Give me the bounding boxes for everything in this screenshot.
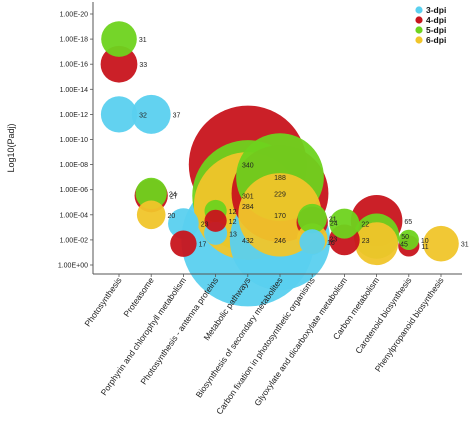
bubble-3-dpi bbox=[100, 96, 138, 133]
x-tick-label: Photosynthesis bbox=[82, 275, 123, 328]
bubble-label: 432 bbox=[242, 238, 254, 245]
bubble-label: 32 bbox=[139, 112, 147, 119]
bubble-label: 246 bbox=[274, 238, 286, 245]
y-tick-label: 1.00E-14 bbox=[60, 87, 89, 94]
bubble-label: 24 bbox=[330, 220, 338, 227]
y-tick-label: 1.00E+00 bbox=[58, 263, 88, 270]
bubble-5-dpi bbox=[297, 203, 327, 234]
bubble-label: 21 bbox=[329, 217, 337, 224]
x-tick-label: Phenylpropanoid biosynthesis bbox=[373, 275, 446, 373]
bubble-3-dpi bbox=[131, 94, 171, 134]
bubble-3-dpi bbox=[299, 229, 326, 255]
bubble-label: 22 bbox=[361, 222, 369, 229]
bubble-6-dpi bbox=[136, 200, 166, 230]
bubble-label: 13 bbox=[229, 231, 237, 238]
bubble-6-dpi bbox=[355, 222, 399, 266]
bubble-label: 27 bbox=[170, 194, 178, 201]
bubble-label: 37 bbox=[173, 112, 181, 119]
bubble-4-dpi bbox=[204, 209, 227, 232]
y-axis-ticks: 1.00E-20 1.00E-18 1.00E-16 1.00E-14 1.00E-12… bbox=[58, 12, 93, 270]
y-tick-label: 1.00E-06 bbox=[60, 187, 89, 194]
bubble-label: 170 bbox=[274, 213, 286, 220]
x-tick-label: Proteasome bbox=[121, 275, 156, 318]
bubble-5-dpi bbox=[329, 208, 360, 239]
bubble-label: 229 bbox=[274, 191, 286, 198]
bubble-4-dpi bbox=[170, 230, 197, 257]
bubble-label: 340 bbox=[242, 163, 254, 170]
bubble-label: 23 bbox=[330, 237, 338, 244]
bubble-label: 65 bbox=[404, 219, 412, 226]
y-tick-label: 1.00E-12 bbox=[60, 112, 89, 119]
legend-label: 5-dpi bbox=[426, 25, 446, 35]
bubble-label: 31 bbox=[139, 37, 147, 44]
legend-label: 4-dpi bbox=[426, 15, 446, 25]
bubble-label: 45 bbox=[400, 242, 408, 249]
bubble-5-dpi bbox=[101, 21, 137, 57]
y-tick-label: 1.00E-16 bbox=[60, 62, 89, 69]
bubble-label: 12 bbox=[229, 219, 237, 226]
bubble-label: 16 bbox=[327, 240, 335, 247]
bubble-label: 31 bbox=[461, 242, 469, 249]
legend-swatch bbox=[415, 26, 423, 34]
y-tick-label: 1.00E-08 bbox=[60, 162, 89, 169]
bubble-label: 11 bbox=[421, 244, 428, 251]
y-axis-label: Log10(Padj) bbox=[6, 123, 16, 172]
bubble-label: 33 bbox=[139, 62, 147, 69]
legend-swatch bbox=[415, 16, 423, 24]
bubble-label: 12 bbox=[229, 209, 237, 216]
bubble-label: 23 bbox=[362, 238, 370, 245]
legend-swatch bbox=[415, 36, 423, 44]
bubble-label: 23 bbox=[201, 222, 209, 229]
bubble-label: 10 bbox=[421, 238, 429, 245]
bubble-label: 284 bbox=[242, 204, 254, 211]
x-tick-label: Carotenoid biosynthesis bbox=[353, 275, 413, 355]
bubble-layer bbox=[100, 21, 459, 307]
legend-label: 6-dpi bbox=[426, 35, 446, 45]
bubble-5-dpi bbox=[135, 177, 167, 210]
y-tick-label: 1.00E-18 bbox=[60, 37, 89, 44]
bubble-label: 50 bbox=[401, 234, 409, 241]
bubble-label: 301 bbox=[242, 194, 254, 201]
bubble-label: 20 bbox=[168, 213, 176, 220]
legend-label: 3-dpi bbox=[426, 5, 446, 15]
bubble-4-dpi bbox=[100, 45, 138, 83]
bubble-3-dpi bbox=[168, 208, 199, 239]
bubble-label: 188 bbox=[274, 175, 286, 182]
axes bbox=[92, 2, 462, 275]
y-tick-label: 1.00E-02 bbox=[60, 237, 89, 244]
bubble-label: 17 bbox=[199, 242, 207, 249]
bubble-5-dpi bbox=[398, 229, 419, 251]
bubble-6-dpi bbox=[423, 225, 459, 262]
legend-swatch bbox=[415, 6, 423, 14]
y-tick-label: 1.00E-04 bbox=[60, 212, 89, 219]
bubble-label: 24 bbox=[169, 191, 177, 198]
y-tick-label: 1.00E-10 bbox=[60, 137, 89, 144]
y-tick-label: 1.00E-20 bbox=[60, 12, 89, 19]
